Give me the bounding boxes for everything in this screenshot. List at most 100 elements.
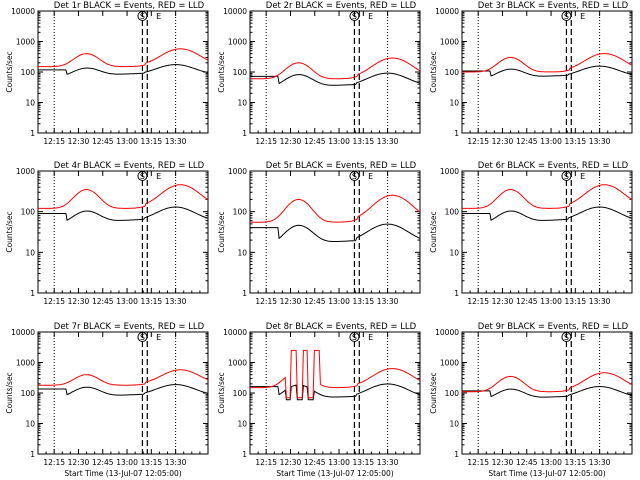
detector-panel-1: Det 1r BLACK = Events, RED = LLD 10000 100… [5, 1, 209, 146]
x-tick-label: 13:30 [377, 297, 399, 306]
y-tick-label: 100 [21, 208, 36, 217]
start-marker: S [140, 333, 145, 342]
x-axis-label: Start Time (13-Jul-07 12:05:00) [64, 469, 181, 478]
plot-frame [249, 170, 421, 294]
y-tick-label: 10 [449, 99, 459, 108]
y-tick-label: 100 [233, 208, 248, 217]
y-tick-label: 10 [449, 420, 459, 429]
x-tick-label: 13:15 [565, 297, 587, 306]
start-marker-circle [561, 171, 572, 181]
events-series-line [250, 72, 421, 86]
x-tick-label: 13:15 [141, 137, 163, 146]
plot-frame [461, 170, 633, 294]
y-tick-label: 1000 [228, 359, 247, 368]
x-tick-label: 12:30 [492, 137, 514, 146]
start-marker: S [352, 12, 357, 21]
x-tick-label: 13:00 [328, 458, 350, 467]
start-marker: S [140, 172, 145, 181]
x-tick-label: 12:30 [280, 137, 302, 146]
lld-series-line [250, 349, 421, 399]
x-tick-label: 12:30 [492, 458, 514, 467]
y-tick-label: 1 [454, 450, 459, 459]
y-tick-label: 100 [445, 68, 460, 77]
events-series-line [38, 64, 209, 75]
x-tick-label: 12:45 [516, 137, 538, 146]
y-tick-label: 10 [25, 420, 35, 429]
y-tick-label: 1000 [16, 38, 35, 47]
lld-series-line [462, 53, 633, 73]
x-tick-label: 13:00 [116, 137, 138, 146]
lld-series-line [462, 184, 633, 209]
panel-title: Det 5r BLACK = Events, RED = LLD [266, 161, 417, 171]
detector-panel-8: Det 8r BLACK = Events, RED = LLD 10000 100… [217, 322, 421, 478]
x-tick-label: 13:30 [589, 297, 611, 306]
panel-title: Det 7r BLACK = Events, RED = LLD [54, 322, 205, 332]
events-series-line [250, 223, 421, 242]
plot-frame [37, 10, 209, 134]
y-tick-label: 1 [30, 129, 35, 138]
end-marker: E [156, 172, 161, 181]
start-marker: S [564, 12, 569, 21]
panel-title: Det 2r BLACK = Events, RED = LLD [266, 1, 417, 11]
y-tick-label: 100 [445, 389, 460, 398]
end-marker: E [368, 333, 373, 342]
x-tick-label: 13:30 [165, 137, 187, 146]
y-axis-label: Counts/sec [217, 51, 226, 92]
detector-panel-4: Det 4r BLACK = Events, RED = LLD 1000 100 1… [5, 161, 209, 306]
x-tick-label: 13:30 [589, 137, 611, 146]
y-tick-label: 10000 [11, 7, 35, 16]
y-tick-label: 1000 [440, 38, 459, 47]
plot-frame [461, 331, 633, 455]
y-tick-label: 10 [25, 99, 35, 108]
x-tick-label: 12:15 [255, 297, 277, 306]
x-tick-label: 12:30 [68, 458, 90, 467]
y-tick-label: 10 [449, 248, 459, 257]
start-marker: S [140, 12, 145, 21]
y-tick-label: 10 [237, 99, 247, 108]
y-axis-label: Counts/sec [5, 211, 14, 252]
x-tick-label: 12:15 [43, 458, 65, 467]
lld-series-line [38, 184, 209, 209]
panel-title: Det 6r BLACK = Events, RED = LLD [478, 161, 629, 171]
start-marker-circle [561, 332, 572, 342]
x-tick-label: 13:15 [353, 137, 375, 146]
x-tick-label: 13:30 [165, 297, 187, 306]
events-series-line [38, 384, 209, 396]
x-tick-label: 13:15 [353, 297, 375, 306]
y-tick-label: 1 [30, 450, 35, 459]
y-tick-label: 10000 [11, 328, 35, 337]
x-tick-label: 12:45 [304, 458, 326, 467]
x-tick-label: 12:15 [255, 458, 277, 467]
x-axis-label: Start Time (13-Jul-07 12:05:00) [488, 469, 605, 478]
panel-title: Det 9r BLACK = Events, RED = LLD [478, 322, 629, 332]
x-tick-label: 13:30 [377, 458, 399, 467]
y-tick-label: 10 [237, 248, 247, 257]
x-tick-label: 13:00 [328, 297, 350, 306]
y-tick-label: 10000 [223, 328, 247, 337]
x-tick-label: 13:00 [540, 137, 562, 146]
x-tick-label: 13:15 [565, 137, 587, 146]
detector-panel-5: Det 5r BLACK = Events, RED = LLD 1000 100 1… [217, 161, 421, 306]
x-tick-label: 13:00 [540, 297, 562, 306]
end-marker: E [156, 333, 161, 342]
x-tick-label: 12:15 [467, 458, 489, 467]
y-tick-label: 1 [242, 129, 247, 138]
y-tick-label: 1000 [16, 359, 35, 368]
events-series-line [462, 386, 633, 398]
y-tick-label: 10000 [435, 7, 459, 16]
x-tick-label: 12:15 [43, 297, 65, 306]
y-tick-label: 10 [25, 248, 35, 257]
x-tick-label: 13:00 [116, 458, 138, 467]
detector-panel-3: Det 3r BLACK = Events, RED = LLD 10000 100… [429, 1, 633, 146]
start-marker-circle [349, 332, 360, 342]
events-series-line [250, 383, 421, 401]
start-marker-circle [349, 11, 360, 21]
x-tick-label: 13:15 [141, 458, 163, 467]
x-tick-label: 12:30 [280, 458, 302, 467]
x-tick-label: 13:15 [141, 297, 163, 306]
x-axis-label: Start Time (13-Jul-07 12:05:00) [276, 469, 393, 478]
y-tick-label: 1000 [16, 167, 35, 176]
y-axis-label: Counts/sec [5, 372, 14, 413]
panel-title: Det 1r BLACK = Events, RED = LLD [54, 1, 205, 11]
